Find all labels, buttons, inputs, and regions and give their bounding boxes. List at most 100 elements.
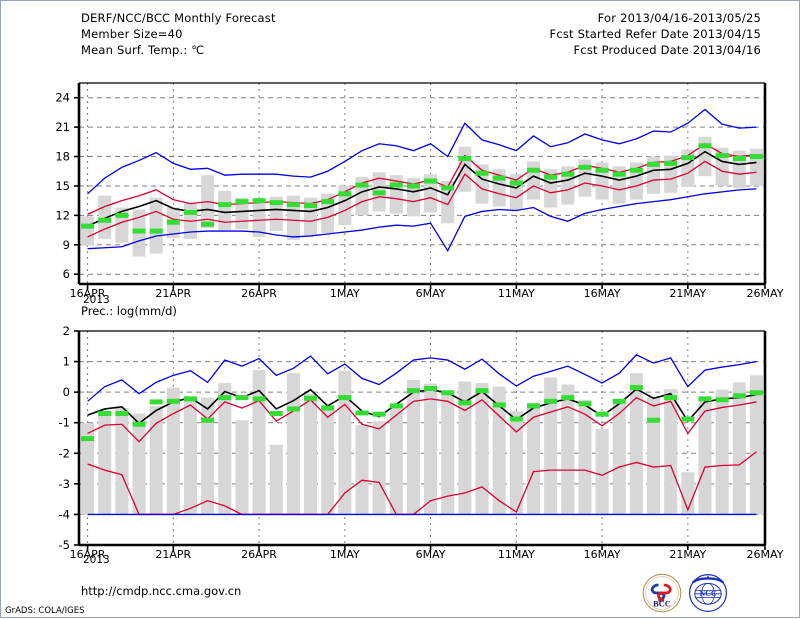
ensemble-spread-bar bbox=[372, 421, 386, 515]
ensemble-spread-bar bbox=[304, 393, 318, 515]
year-label-bottom: 2013 bbox=[83, 554, 110, 566]
x-tick-label: 11MAY bbox=[498, 548, 535, 561]
y-tick-label: 15 bbox=[55, 179, 70, 193]
ensemble-spread-bar bbox=[406, 379, 420, 515]
ensemble-spread-bar bbox=[98, 410, 112, 515]
ncc-logo: NCC bbox=[689, 574, 727, 612]
x-tick-label: 16MAY bbox=[584, 287, 621, 300]
series-max bbox=[87, 354, 757, 402]
ensemble-spread-bar bbox=[252, 370, 266, 515]
ensemble-spread-bar bbox=[698, 398, 712, 515]
ensemble-spread-bar bbox=[647, 397, 661, 515]
ensemble-spread-bar bbox=[441, 395, 455, 515]
ensemble-spread-bar bbox=[252, 199, 266, 237]
ensemble-spread-bar bbox=[441, 181, 455, 224]
ensemble-spread-bar bbox=[475, 382, 489, 515]
ensemble-spread-bar bbox=[269, 444, 283, 515]
ensemble-spread-bar bbox=[509, 411, 523, 515]
ensemble-spread-bar bbox=[269, 196, 283, 232]
ensemble-spread-bar bbox=[424, 383, 438, 515]
series-lower_quartile bbox=[87, 451, 757, 516]
x-tick-label: 6MAY bbox=[416, 287, 446, 300]
ensemble-spread-bar bbox=[715, 389, 729, 515]
y-tick-label: 21 bbox=[55, 120, 70, 134]
ensemble-spread-bar bbox=[612, 401, 626, 515]
ensemble-spread-bar bbox=[664, 389, 678, 515]
y-tick-label: 6 bbox=[63, 267, 70, 281]
series-min bbox=[87, 188, 757, 252]
x-tick-label: 21APR bbox=[155, 548, 191, 561]
ensemble-spread-bar bbox=[389, 404, 403, 515]
x-tick-label: 26MAY bbox=[747, 287, 784, 300]
ensemble-spread-bar bbox=[544, 377, 558, 515]
y-tick-label: 12 bbox=[55, 208, 70, 222]
x-tick-label: 21MAY bbox=[669, 548, 706, 561]
ensemble-spread-bar bbox=[732, 382, 746, 515]
svg-text:BCC: BCC bbox=[653, 600, 671, 609]
svg-text:NCC: NCC bbox=[699, 589, 717, 598]
ensemble-spread-bar bbox=[749, 375, 763, 515]
precip-axis-title: Prec.: log(mm/d) bbox=[81, 304, 177, 318]
x-tick-label: 26APR bbox=[241, 548, 277, 561]
ensemble-spread-bar bbox=[286, 373, 300, 515]
y-tick-label: 2 bbox=[63, 324, 70, 338]
y-tick-label: -2 bbox=[59, 446, 70, 460]
ensemble-spread-bar bbox=[166, 387, 180, 515]
ensemble-spread-bar bbox=[698, 136, 712, 177]
series-upper_quartile bbox=[87, 396, 757, 443]
year-label-top: 2013 bbox=[83, 294, 110, 306]
y-tick-label: -1 bbox=[59, 416, 70, 430]
ensemble-spread-bar bbox=[321, 404, 335, 515]
ensemble-spread-bar bbox=[561, 384, 575, 515]
x-tick-label: 11MAY bbox=[498, 287, 535, 300]
x-tick-label: 1MAY bbox=[330, 287, 360, 300]
x-tick-label: 16MAY bbox=[584, 548, 621, 561]
grads-credit: GrADS: COLA/IGES bbox=[5, 606, 85, 616]
y-tick-label: 9 bbox=[63, 238, 70, 252]
fcst-produced-label: Fcst Produced Date 2013/04/16 bbox=[573, 43, 761, 57]
x-tick-label: 16APR bbox=[70, 287, 106, 300]
x-tick-label: 26APR bbox=[241, 287, 277, 300]
variable-label: Mean Surf. Temp.: ℃ bbox=[81, 43, 205, 57]
x-tick-label: 26MAY bbox=[747, 548, 784, 561]
series-median bbox=[87, 388, 757, 425]
x-tick-label: 1MAY bbox=[330, 548, 360, 561]
ensemble-spread-bar bbox=[681, 472, 695, 515]
ensemble-spread-bar bbox=[149, 197, 163, 254]
ensemble-spread-bar bbox=[81, 423, 95, 515]
y-tick-label: -5 bbox=[59, 538, 70, 552]
ensemble-spread-bar bbox=[115, 408, 129, 515]
ensemble-spread-bar bbox=[458, 381, 472, 515]
series-median bbox=[87, 150, 757, 227]
ensemble-spread-bar bbox=[629, 373, 643, 515]
series-upper_quartile bbox=[87, 143, 757, 215]
ensemble-spread-bar bbox=[595, 428, 609, 515]
ensemble-spread-bar bbox=[578, 399, 592, 515]
forecast-period-label: For 2013/04/16-2013/05/25 bbox=[597, 11, 761, 25]
x-tick-label: 16APR bbox=[70, 548, 106, 561]
ensemble-spread-bar bbox=[355, 425, 369, 515]
y-tick-label: -3 bbox=[59, 477, 70, 491]
y-tick-label: 24 bbox=[55, 91, 70, 105]
temperature-panel: 6 9 12 15 18 21 24 16APR 21APR 26APR 1MAY 6MAY 11MAY… bbox=[55, 82, 784, 300]
series-max bbox=[87, 108, 757, 195]
ensemble-spread-bar bbox=[81, 216, 95, 246]
x-tick-label: 21APR bbox=[155, 287, 191, 300]
y-tick-label: 0 bbox=[63, 385, 70, 399]
ensemble-spread-bar bbox=[526, 161, 540, 200]
ensemble-spread-bar bbox=[218, 382, 232, 515]
ensemble-spread-bar bbox=[526, 402, 540, 515]
y-tick-label: -4 bbox=[59, 507, 70, 521]
y-tick-label: 18 bbox=[55, 150, 70, 164]
bcc-logo: BCC bbox=[642, 573, 682, 613]
ensemble-spread-bar bbox=[424, 174, 438, 213]
source-url[interactable]: http://cmdp.ncc.cma.gov.cn bbox=[81, 584, 242, 598]
forecast-title: DERF/NCC/BCC Monthly Forecast bbox=[81, 11, 276, 25]
y-tick-label: 1 bbox=[63, 355, 70, 369]
ensemble-spread-bar bbox=[235, 420, 249, 515]
series-lower_quartile bbox=[87, 160, 757, 238]
x-tick-label: 21MAY bbox=[669, 287, 706, 300]
